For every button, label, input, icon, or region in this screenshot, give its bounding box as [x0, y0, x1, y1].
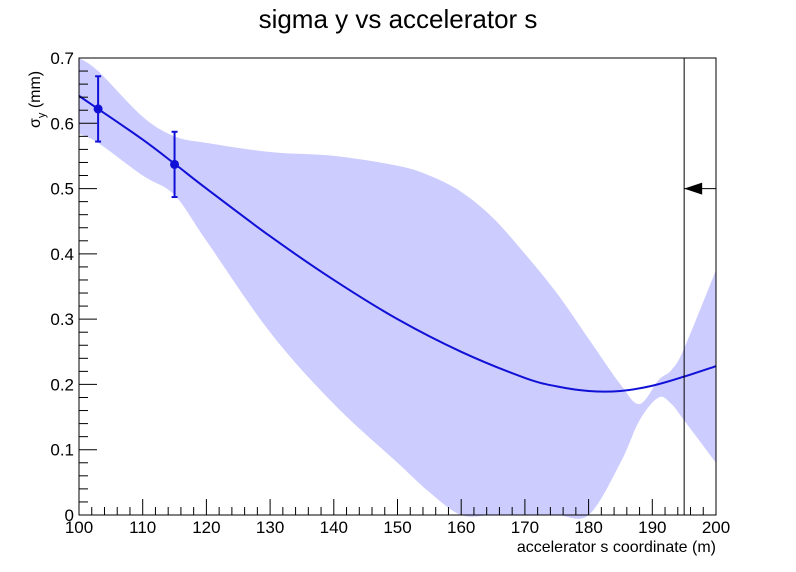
- x-axis-label: accelerator s coordinate (m): [517, 539, 716, 556]
- y-tick-label: 0.3: [50, 310, 74, 329]
- x-tick-label: 160: [447, 518, 475, 537]
- y-tick-label: 0.4: [50, 245, 74, 264]
- y-label-symbol: σ: [27, 118, 44, 128]
- x-tick-label: 190: [638, 518, 666, 537]
- y-tick-label: 0.1: [50, 441, 74, 460]
- x-tick-label: 140: [320, 518, 348, 537]
- x-tick-label: 170: [511, 518, 539, 537]
- data-point-marker: [170, 159, 180, 169]
- y-tick-label: 0.7: [50, 49, 74, 68]
- y-tick-label: 0.2: [50, 375, 74, 394]
- y-label-subscript: y: [36, 112, 48, 118]
- fit-curve: [78, 95, 717, 393]
- y-tick-label: 0.5: [50, 180, 74, 199]
- fit-curve-layer: [78, 95, 717, 393]
- y-tick-label: 0.6: [50, 114, 74, 133]
- x-tick-label: 120: [192, 518, 220, 537]
- chart-title: sigma y vs accelerator s: [259, 4, 538, 34]
- y-label-unit: (mm): [27, 71, 44, 113]
- x-tick-label: 100: [65, 518, 93, 537]
- error-band: [79, 58, 716, 519]
- data-point: [170, 130, 180, 199]
- y-tick-label: 0: [65, 506, 74, 525]
- x-tick-label: 180: [574, 518, 602, 537]
- marker-layer: [683, 58, 716, 515]
- axes-layer: 100 110 120 130 140 150 160 170 180 190 200 0 0.1 0.2…: [50, 49, 730, 537]
- x-tick-label: 110: [129, 518, 156, 537]
- error-band-layer: [79, 58, 716, 519]
- data-points-layer: [93, 75, 180, 199]
- marker-arrow-head: [684, 182, 703, 195]
- x-tick-label: 130: [256, 518, 284, 537]
- x-tick-label: 150: [383, 518, 411, 537]
- y-axis-label: σy (mm): [27, 71, 48, 128]
- data-point: [93, 75, 103, 143]
- data-point-marker: [93, 104, 103, 114]
- x-tick-label: 200: [702, 518, 730, 537]
